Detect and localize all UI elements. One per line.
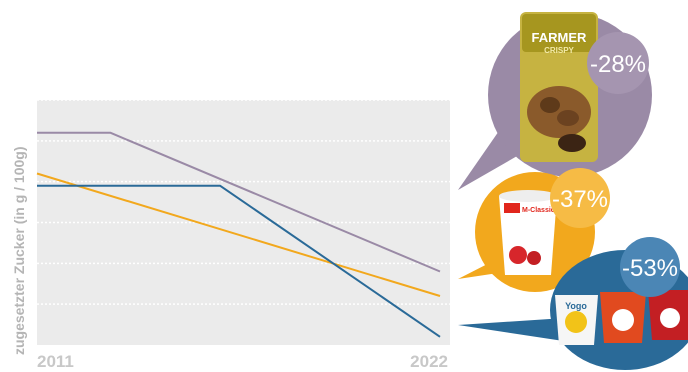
- badge-label-blue: -53%: [622, 255, 678, 282]
- x-tick-label-start: 2011: [37, 352, 74, 371]
- kids-yogurt-illustration: Yogo: [555, 290, 688, 345]
- series-line-0: [37, 131, 441, 273]
- cereal-brand: FARMER: [532, 30, 588, 45]
- series-line-2: [37, 184, 441, 338]
- callout-cereal: FARMER CRISPY -28%: [458, 12, 652, 190]
- gridlines: [37, 99, 450, 305]
- badge-label-orange: -37%: [552, 186, 608, 213]
- callout-tail-blue: [458, 318, 570, 342]
- cereal-package-illustration: FARMER CRISPY: [520, 12, 598, 162]
- kids-yogurt-brand: Yogo: [565, 301, 587, 311]
- yogurt-brand: M-Classic: [522, 207, 555, 214]
- badge-orange: [550, 168, 610, 228]
- series-layer: [36, 131, 441, 338]
- badge-blue: [620, 237, 680, 297]
- callout-kids-yogurt: Yogo -53%: [458, 237, 688, 370]
- badge-label-purple: -28%: [590, 51, 646, 78]
- callout-yogurt: M-Classic -37%: [458, 168, 610, 292]
- series-line-1: [36, 172, 441, 297]
- badge-purple: [587, 32, 649, 94]
- y-axis-label: zugesetzter Zucker (in g / 100g): [11, 147, 27, 356]
- yogurt-cup-illustration: M-Classic: [499, 190, 557, 275]
- cereal-sub: CRISPY: [544, 46, 574, 55]
- x-tick-label-end: 2022: [410, 352, 448, 371]
